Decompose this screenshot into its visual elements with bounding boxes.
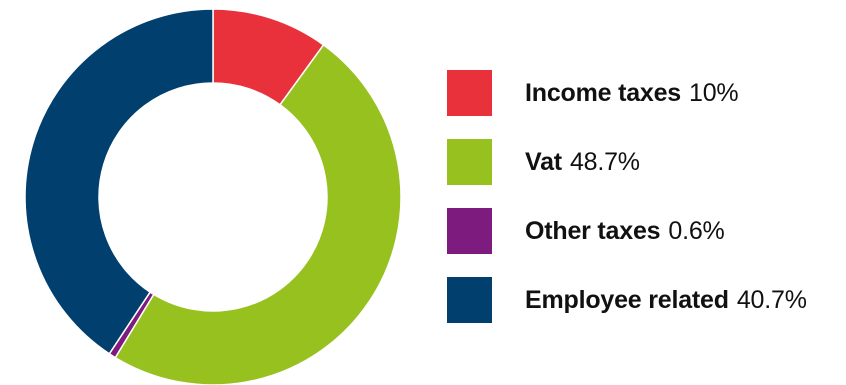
legend: Income taxes 10% Vat 48.7% Other taxes 0.6%… — [447, 70, 842, 346]
slice-employee-related — [24, 8, 214, 355]
legend-value-employee-related: 40.7% — [736, 285, 807, 314]
legend-label-income-taxes: Income taxes — [525, 78, 682, 107]
legend-swatch-other-taxes — [447, 208, 492, 254]
legend-swatch-vat — [447, 139, 492, 185]
legend-value-other-taxes: 0.6% — [668, 216, 725, 245]
legend-swatch-employee-related — [447, 277, 492, 323]
legend-item-employee-related: Employee related 40.7% — [447, 277, 842, 323]
legend-label-employee-related: Employee related — [525, 285, 729, 314]
legend-item-vat: Vat 48.7% — [447, 139, 842, 185]
legend-item-income-taxes: Income taxes 10% — [447, 70, 842, 116]
legend-label-other-taxes: Other taxes — [525, 216, 661, 245]
legend-value-vat: 48.7% — [569, 147, 640, 176]
legend-value-income-taxes: 10% — [689, 78, 739, 107]
legend-swatch-income-taxes — [447, 70, 492, 116]
legend-label-vat: Vat — [525, 147, 562, 176]
legend-item-other-taxes: Other taxes 0.6% — [447, 208, 842, 254]
donut-plot — [24, 8, 402, 385]
slice-vat — [114, 43, 402, 385]
